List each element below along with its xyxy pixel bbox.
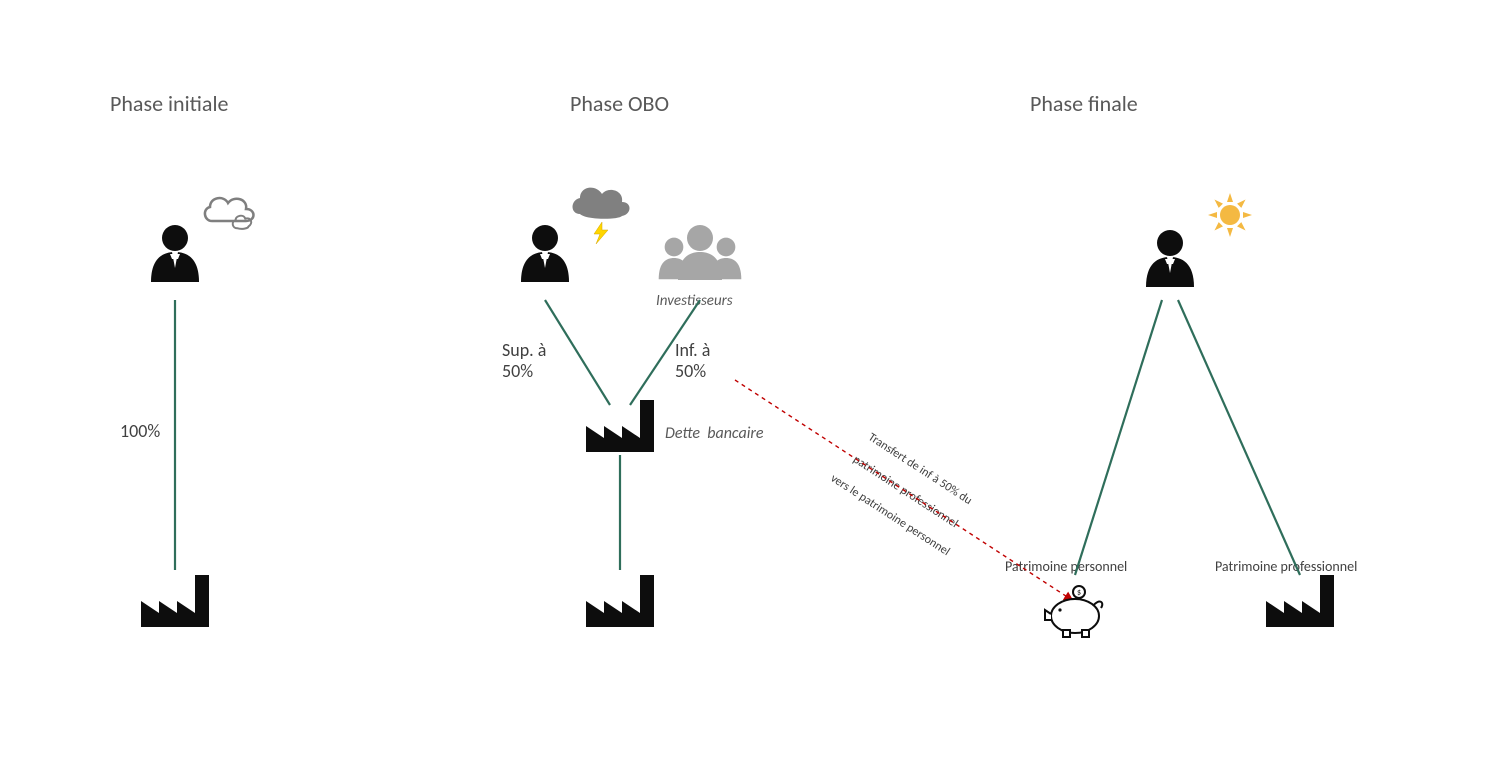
label-pat-pro: Patrimoine professionnel <box>1215 558 1357 575</box>
diagram-canvas: Phase initiale Phase OBO Phase finale 10… <box>0 0 1508 764</box>
person-icon <box>151 225 199 282</box>
lightning-icon <box>594 222 608 244</box>
label-investors: Investisseurs <box>656 292 733 310</box>
label-transfer: Transfert de inf à 50% du patrimoine pro… <box>811 409 990 572</box>
person-icon <box>1146 230 1194 287</box>
investors-group-icon <box>659 225 742 280</box>
phase-obo-title: Phase OBO <box>570 90 669 117</box>
cloud-icon <box>205 198 254 229</box>
label-inf50: Inf. à 50% <box>675 340 710 381</box>
person-icon <box>521 225 569 282</box>
factory-icon <box>1266 575 1334 627</box>
label-100pct: 100% <box>120 420 160 442</box>
label-newco: NewCo <box>588 423 632 441</box>
sun-icon <box>1208 193 1252 237</box>
storm-cloud-icon <box>573 188 630 219</box>
phase-initial-title: Phase initiale <box>110 90 228 117</box>
label-co-p1: Co <box>166 598 182 616</box>
label-pat-perso: Patrimoine personnel <box>1005 558 1127 575</box>
label-dette: Dette bancaire <box>665 424 764 443</box>
phase-final-title: Phase finale <box>1030 90 1138 117</box>
label-sup50: Sup. à 50% <box>502 340 546 381</box>
piggy-bank-icon <box>1045 586 1102 637</box>
label-co-p2: Co <box>611 598 627 616</box>
